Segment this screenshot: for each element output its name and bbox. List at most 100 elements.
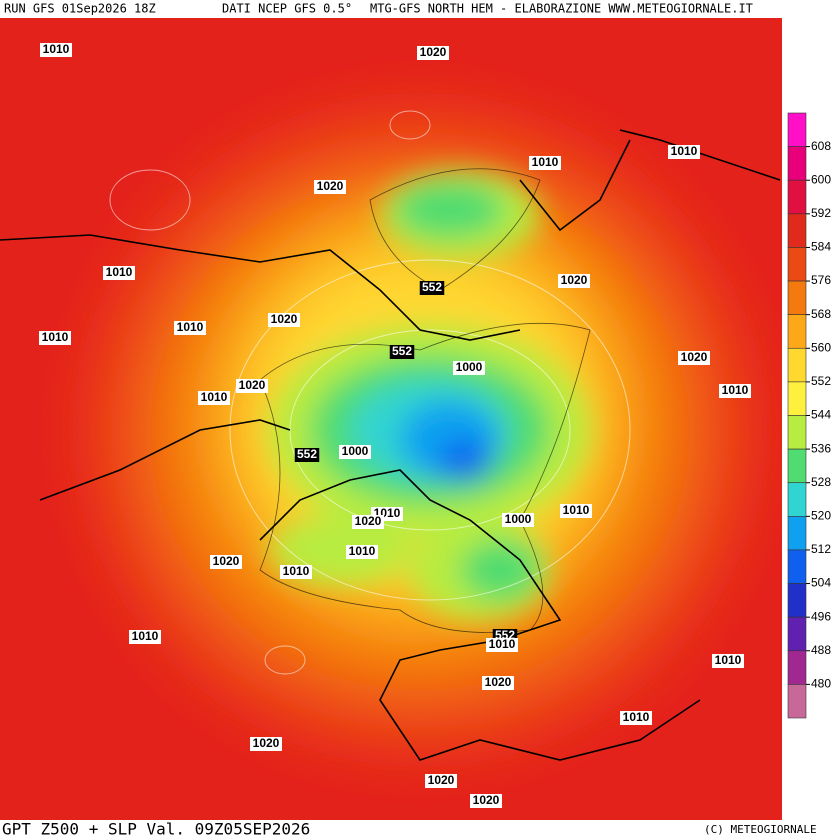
colorbar-swatch — [787, 280, 807, 315]
contour-label: 552 — [422, 280, 442, 294]
contour-label-box — [482, 676, 514, 690]
contour-label-box — [39, 331, 71, 345]
footer-title: GPT Z500 + SLP Val. 09Z05SEP2026 — [2, 820, 310, 839]
contour-label-box — [40, 43, 72, 57]
contour-label-box — [129, 630, 161, 644]
contour-label: 552 — [297, 447, 317, 461]
contour-label: 1010 — [132, 629, 159, 643]
contour-label: 1010 — [283, 564, 310, 578]
contour-label: 1010 — [42, 330, 69, 344]
colorbar-swatch — [787, 146, 807, 181]
contour-label-box — [470, 794, 502, 808]
contour-label-box — [678, 351, 710, 365]
contour-label: 1010 — [722, 383, 749, 397]
colorbar-swatch — [787, 448, 807, 484]
contour-label-box — [339, 445, 371, 459]
copyright: (C) METEOGIORNALE — [704, 823, 817, 836]
contour-label: 1000 — [505, 512, 532, 526]
contour-label: 1010 — [715, 653, 742, 667]
contour-label: 1020 — [355, 514, 382, 528]
colorbar-swatch — [787, 482, 807, 517]
contour-label: 1010 — [489, 637, 516, 651]
contour-label: 1020 — [239, 378, 266, 392]
contour-label-box — [236, 379, 268, 393]
contour-label: 1020 — [473, 793, 500, 807]
contour-label: 1010 — [43, 42, 70, 56]
contour-label: 1020 — [428, 773, 455, 787]
contour-label-box — [346, 545, 378, 559]
colorbar-swatch — [787, 650, 807, 685]
contour-label-box — [719, 384, 751, 398]
contour-labels: 1010 1020 1020 1010 1010 1010 552 1020 1010 1020 1… — [39, 42, 751, 808]
contour-label: 552 — [392, 344, 412, 358]
colorbar-swatch — [787, 112, 807, 147]
contour-label-box — [668, 145, 700, 159]
credit-label: MTG-GFS NORTH HEM - ELABORAZIONE WWW.MET… — [370, 2, 753, 16]
footer-bar — [0, 820, 840, 840]
contour-label-box — [352, 515, 384, 529]
contour-label: 1000 — [456, 360, 483, 374]
contour-label: 1000 — [342, 444, 369, 458]
colorbar-swatch — [787, 516, 807, 551]
contour-label: 1010 — [177, 320, 204, 334]
contour-label-box — [502, 513, 534, 527]
contour-label-box — [174, 321, 206, 335]
contour-label-box — [417, 46, 449, 60]
colorbar-label: 536 — [811, 441, 831, 455]
colorbar-swatch — [787, 314, 807, 349]
colorbar-label: 512 — [811, 542, 831, 556]
colorbar-label: 568 — [811, 307, 831, 321]
colorbar-swatch — [787, 179, 807, 215]
source-label: DATI NCEP GFS 0.5° — [222, 2, 352, 16]
contour-label-box — [558, 274, 590, 288]
contour-label-box — [712, 654, 744, 668]
run-label: RUN GFS 01Sep2026 18Z — [4, 2, 156, 16]
contour-label: 1020 — [253, 736, 280, 750]
colorbar-label: 488 — [811, 643, 831, 657]
colorbar-swatch — [787, 549, 807, 584]
contour-label-box — [560, 504, 592, 518]
contour-label: 1010 — [106, 265, 133, 279]
contour-label: 1020 — [681, 350, 708, 364]
contour-label: 1010 — [201, 390, 228, 404]
contour-label: 1010 — [563, 503, 590, 517]
colorbar-label: 576 — [811, 273, 831, 287]
colorbar-label: 600 — [811, 172, 831, 186]
colorbar-label: 544 — [811, 408, 831, 422]
low-field — [270, 170, 590, 620]
contour-label-box — [620, 711, 652, 725]
colorbar-label: 552 — [811, 374, 831, 388]
colorbar: 608 600 592 584 576 568 560 552 544 536 528 520 512 5… — [787, 112, 831, 719]
contour-label-box — [389, 345, 415, 359]
contour-label: 1010 — [532, 155, 559, 169]
colorbar-swatch — [787, 247, 807, 282]
contour-label: 1010 — [623, 710, 650, 724]
contour-label-box — [419, 281, 445, 295]
colorbar-label: 480 — [811, 677, 831, 691]
contour-label-box — [198, 391, 230, 405]
colorbar-label: 504 — [811, 576, 831, 590]
colorbar-label: 592 — [811, 206, 831, 220]
contour-label-box — [425, 774, 457, 788]
colorbar-swatch — [787, 583, 807, 618]
contour-label: 1010 — [349, 544, 376, 558]
contour-label-box — [280, 565, 312, 579]
colorbar-swatch — [787, 684, 807, 719]
colorbar-swatch — [787, 347, 807, 383]
contour-label: 1020 — [485, 675, 512, 689]
contour-label-box — [268, 313, 300, 327]
contour-label-box — [294, 448, 320, 462]
colorbar-swatch — [787, 415, 807, 450]
header-bar — [0, 0, 840, 18]
colorbar-label: 584 — [811, 240, 831, 254]
contour-label-box — [314, 180, 346, 194]
contour-label-box — [210, 555, 242, 569]
contour-label-box — [250, 737, 282, 751]
contour-label-box — [486, 638, 518, 652]
colorbar-label: 496 — [811, 609, 831, 623]
contour-label: 1020 — [561, 273, 588, 287]
colorbar-swatch — [787, 381, 807, 416]
colorbar-label: 528 — [811, 475, 831, 489]
